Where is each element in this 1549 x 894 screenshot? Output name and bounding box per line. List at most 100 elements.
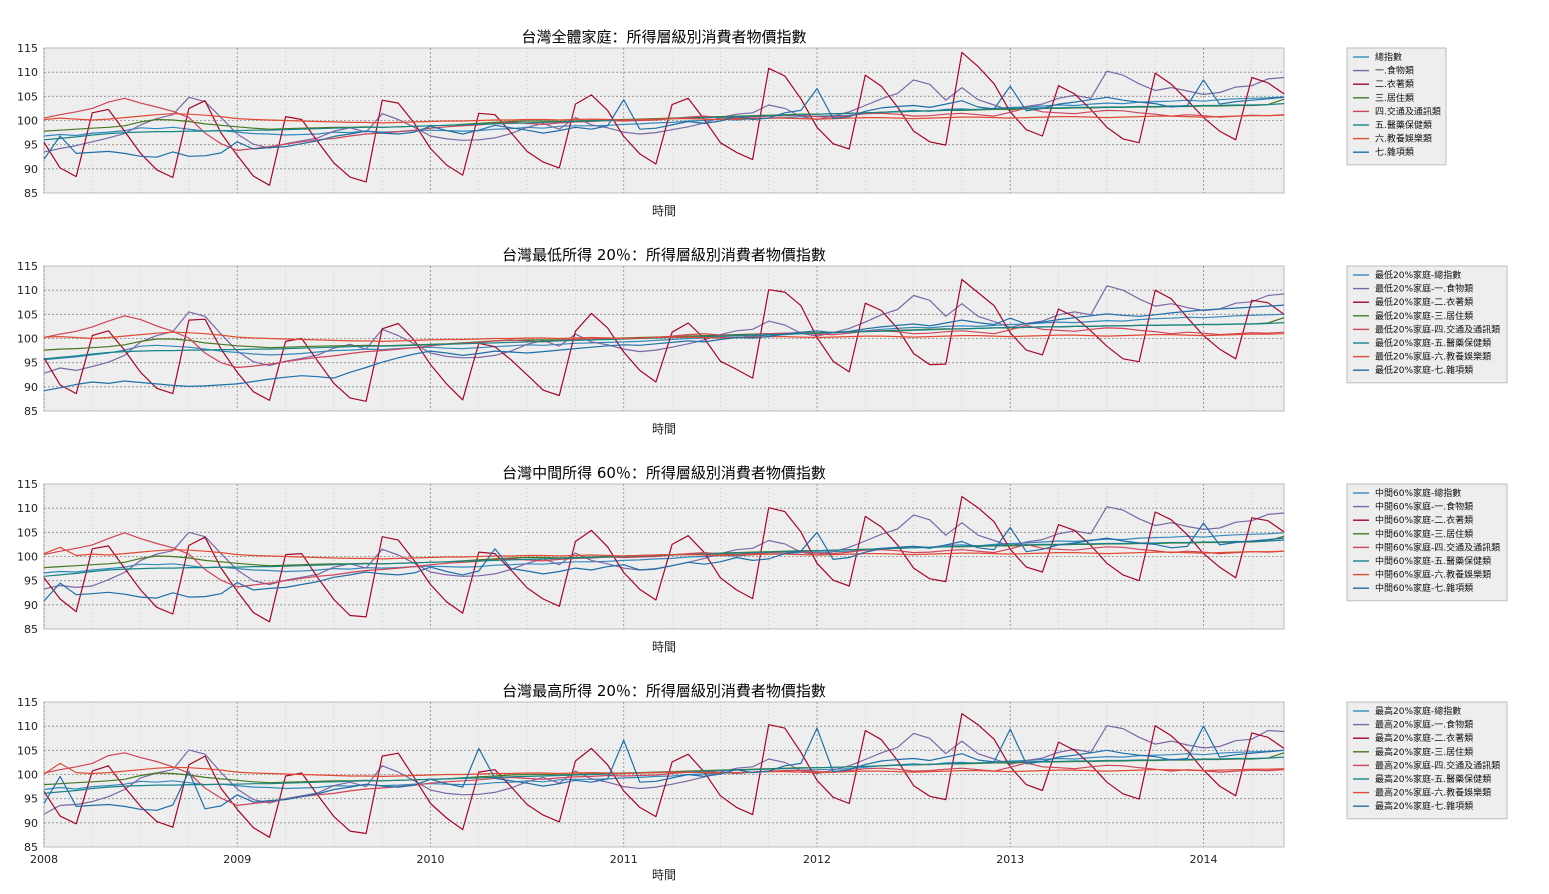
x-axis-label: 時間 xyxy=(652,640,676,654)
y-tick-label: 95 xyxy=(24,793,38,806)
y-tick-label: 85 xyxy=(24,623,38,636)
y-tick-label: 95 xyxy=(24,357,38,370)
series-line xyxy=(43,79,1285,160)
legend-label: 最高20%家庭-總指數 xyxy=(1375,705,1461,717)
y-tick-label: 110 xyxy=(17,502,38,515)
chart-title: 台灣中間所得 60％：所得層級別消費者物價指數 xyxy=(502,464,826,482)
x-tick-label: 2010 xyxy=(416,853,444,866)
y-tick-label: 110 xyxy=(17,720,38,733)
legend-label: 最高20%家庭-三.居住類 xyxy=(1375,746,1473,758)
y-tick-label: 105 xyxy=(17,90,38,103)
legend: 最低20%家庭-總指數最低20%家庭-一.食物類最低20%家庭-二.衣著類最低2… xyxy=(1346,265,1508,384)
y-tick-label: 90 xyxy=(24,381,38,394)
x-tick-label: 2012 xyxy=(803,853,831,866)
series-line xyxy=(43,725,1285,815)
y-tick-label: 95 xyxy=(24,139,38,152)
series-line xyxy=(43,51,1285,186)
x-axis-label: 時間 xyxy=(652,868,676,882)
legend-label: 五.醫藥保健類 xyxy=(1375,119,1432,131)
chart-panel-2: 台灣最低所得 20％：所得層級別消費者物價指數 85 90 95 100 105 110 11… xyxy=(17,246,1508,436)
y-tick-label: 100 xyxy=(17,115,38,128)
legend-label: 最高20%家庭-四.交通及通訊類 xyxy=(1375,759,1500,771)
y-tick-label: 115 xyxy=(17,478,38,491)
series-line xyxy=(43,546,1285,560)
legend-box xyxy=(1346,483,1508,602)
legend-label: 三.居住類 xyxy=(1375,92,1414,104)
y-tick-label: 100 xyxy=(17,769,38,782)
legend-label: 中間60%家庭-五.醫藥保健類 xyxy=(1375,555,1491,567)
legend-label: 中間60%家庭-一.食物類 xyxy=(1375,501,1473,513)
y-tick-label: 95 xyxy=(24,575,38,588)
x-tick-label: 2013 xyxy=(996,853,1024,866)
y-tick-label: 90 xyxy=(24,163,38,176)
y-tick-label: 110 xyxy=(17,284,38,297)
x-axis-label: 時間 xyxy=(652,422,676,436)
x-tick-label: 2009 xyxy=(223,853,251,866)
y-tick-label: 90 xyxy=(24,599,38,612)
legend-label: 中間60%家庭-六.教養娛樂類 xyxy=(1375,569,1491,581)
legend: 最高20%家庭-總指數最高20%家庭-一.食物類最高20%家庭-二.衣著類最高2… xyxy=(1346,701,1508,820)
series-line xyxy=(43,285,1285,374)
x-axis-label: 時間 xyxy=(652,204,676,218)
series-line xyxy=(43,532,1285,574)
series-line xyxy=(43,749,1285,791)
series-line xyxy=(43,304,1285,392)
y-tick-label: 110 xyxy=(17,66,38,79)
legend-label: 中間60%家庭-二.衣著類 xyxy=(1375,514,1473,526)
legend: 中間60%家庭-總指數中間60%家庭-一.食物類中間60%家庭-二.衣著類中間6… xyxy=(1346,483,1508,602)
chart-title: 台灣最低所得 20％：所得層級別消費者物價指數 xyxy=(502,246,826,264)
legend-label: 最低20%家庭-五.醫藥保健類 xyxy=(1375,337,1491,349)
x-tick-label: 2014 xyxy=(1189,853,1217,866)
legend-label: 中間60%家庭-七.雜項類 xyxy=(1375,582,1473,594)
legend-label: 最低20%家庭-一.食物類 xyxy=(1375,283,1473,295)
series-line xyxy=(43,712,1285,838)
y-tick-label: 115 xyxy=(17,696,38,709)
legend-label: 最低20%家庭-六.教養娛樂類 xyxy=(1375,351,1491,363)
legend-box xyxy=(1346,47,1447,166)
chart-panel-3: 台灣中間所得 60％：所得層級別消費者物價指數 85 90 95 100 105 110 11… xyxy=(17,464,1508,654)
y-tick-label: 105 xyxy=(17,308,38,321)
legend-label: 二.衣著類 xyxy=(1375,78,1414,90)
y-tick-label: 85 xyxy=(24,187,38,200)
legend-label: 最高20%家庭-五.醫藥保健類 xyxy=(1375,773,1491,785)
y-tick-label: 115 xyxy=(17,42,38,55)
legend-label: 最低20%家庭-二.衣著類 xyxy=(1375,296,1473,308)
legend-label: 最高20%家庭-一.食物類 xyxy=(1375,719,1473,731)
legend-label: 四.交通及通訊類 xyxy=(1375,105,1441,117)
y-tick-label: 85 xyxy=(24,841,38,854)
x-tick-label: 2011 xyxy=(610,853,638,866)
legend-label: 七.雜項類 xyxy=(1375,146,1414,158)
legend-label: 最高20%家庭-六.教養娛樂類 xyxy=(1375,787,1491,799)
x-tick-label: 2008 xyxy=(30,853,58,866)
legend-label: 最低20%家庭-七.雜項類 xyxy=(1375,364,1473,376)
legend: 總指數一.食物類二.衣著類三.居住類四.交通及通訊類五.醫藥保健類六.教養娛樂類… xyxy=(1346,47,1447,166)
legend-label: 中間60%家庭-三.居住類 xyxy=(1375,528,1473,540)
series-line xyxy=(43,113,1285,124)
series-line xyxy=(43,278,1285,402)
chart-panel-4: 台灣最高所得 20％：所得層級別消費者物價指數 85 90 95 100 105 110 11… xyxy=(17,682,1508,882)
legend-label: 一.食物類 xyxy=(1375,65,1414,77)
series-line xyxy=(43,725,1285,811)
chart-title: 台灣最高所得 20％：所得層級別消費者物價指數 xyxy=(502,682,826,700)
y-tick-label: 85 xyxy=(24,405,38,418)
legend-label: 中間60%家庭-四.交通及通訊類 xyxy=(1375,541,1500,553)
legend-label: 最低20%家庭-三.居住類 xyxy=(1375,310,1473,322)
y-tick-label: 90 xyxy=(24,817,38,830)
series-line xyxy=(43,313,1285,361)
chart-title: 台灣全體家庭：所得層級別消費者物價指數 xyxy=(521,28,806,46)
legend-label: 最高20%家庭-二.衣著類 xyxy=(1375,732,1473,744)
legend-label: 總指數 xyxy=(1375,51,1402,63)
legend-label: 最低20%家庭-四.交通及通訊類 xyxy=(1375,323,1500,335)
series-line xyxy=(43,762,1285,778)
series-line xyxy=(43,522,1285,602)
series-line xyxy=(43,752,1285,807)
y-tick-label: 115 xyxy=(17,260,38,273)
legend-label: 中間60%家庭-總指數 xyxy=(1375,487,1461,499)
legend-label: 最高20%家庭-七.雜項類 xyxy=(1375,800,1473,812)
legend-label: 六.教養娛樂類 xyxy=(1375,133,1432,145)
chart-panel-1: 台灣全體家庭：所得層級別消費者物價指數 85 90 95 100 105 110 115 時間 總… xyxy=(17,28,1447,218)
series-line xyxy=(43,331,1285,342)
y-tick-label: 100 xyxy=(17,333,38,346)
series-line xyxy=(43,96,1285,137)
